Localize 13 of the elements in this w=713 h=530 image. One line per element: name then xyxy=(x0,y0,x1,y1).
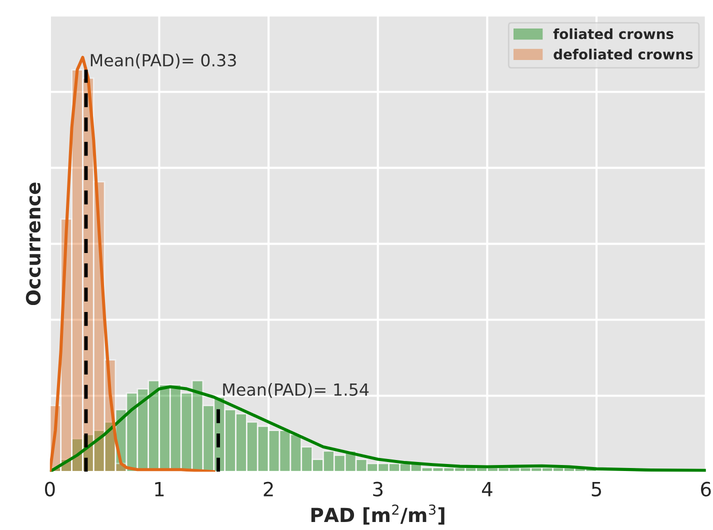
legend-label: defoliated crowns xyxy=(554,48,693,60)
x-tick-label: 2 xyxy=(264,482,273,496)
y-axis-title: Occurrence xyxy=(26,182,41,306)
x-tick-label: 3 xyxy=(373,482,383,496)
ref-line-label: Mean(PAD)= 0.33 xyxy=(90,54,236,68)
ref-line-label: Mean(PAD)= 1.54 xyxy=(223,382,369,398)
x-tick-label: 1 xyxy=(155,482,164,496)
x-tick-label: 6 xyxy=(701,482,711,496)
x-tick-label: 0 xyxy=(45,482,55,496)
legend-label: foliated crowns xyxy=(553,28,674,40)
x-tick-label: 4 xyxy=(482,482,492,496)
x-axis-title: PAD [m$^{2}$/m$^{3}$] xyxy=(311,504,444,525)
x-tick-label: 5 xyxy=(592,482,602,496)
